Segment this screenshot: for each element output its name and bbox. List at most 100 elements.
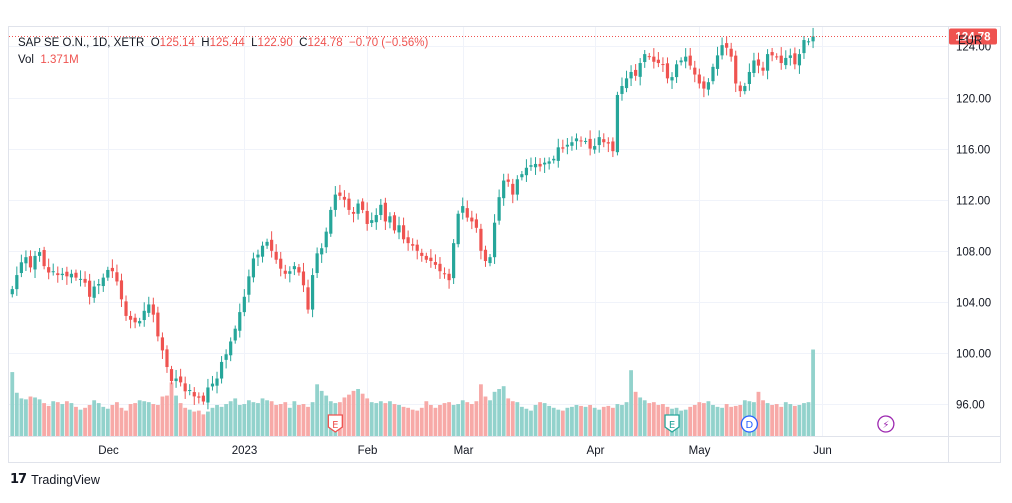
candle[interactable] bbox=[674, 60, 679, 83]
candle[interactable] bbox=[570, 136, 574, 151]
candle[interactable] bbox=[260, 241, 265, 263]
candle[interactable] bbox=[593, 138, 597, 154]
candle[interactable] bbox=[720, 37, 724, 60]
candle[interactable] bbox=[779, 47, 783, 70]
candle[interactable] bbox=[265, 238, 269, 249]
candle[interactable] bbox=[452, 239, 456, 285]
candle[interactable] bbox=[647, 52, 651, 60]
candle[interactable] bbox=[401, 217, 406, 244]
candle[interactable] bbox=[270, 231, 274, 258]
candle[interactable] bbox=[406, 230, 410, 251]
candle[interactable] bbox=[28, 250, 33, 273]
candle[interactable] bbox=[538, 158, 542, 172]
candle[interactable] bbox=[324, 227, 328, 254]
candle[interactable] bbox=[465, 200, 469, 222]
candle[interactable] bbox=[652, 48, 656, 69]
candle[interactable] bbox=[247, 269, 251, 303]
candle[interactable] bbox=[74, 269, 78, 281]
candle[interactable] bbox=[151, 297, 155, 323]
candle[interactable] bbox=[233, 325, 237, 344]
candle[interactable] bbox=[69, 269, 74, 284]
candle[interactable] bbox=[502, 173, 506, 206]
candle[interactable] bbox=[479, 223, 483, 260]
candle[interactable] bbox=[775, 53, 779, 60]
candle[interactable] bbox=[715, 46, 720, 76]
candle[interactable] bbox=[188, 384, 192, 396]
candle[interactable] bbox=[288, 266, 292, 283]
candle[interactable] bbox=[274, 244, 278, 264]
candle[interactable] bbox=[197, 392, 201, 404]
candle[interactable] bbox=[320, 243, 324, 263]
candle[interactable] bbox=[583, 137, 588, 145]
candle[interactable] bbox=[242, 289, 246, 317]
candle[interactable] bbox=[206, 378, 210, 410]
candle[interactable] bbox=[347, 192, 351, 215]
candle[interactable] bbox=[788, 48, 792, 66]
dividend-event-marker[interactable]: D bbox=[740, 415, 759, 433]
candle[interactable] bbox=[229, 337, 233, 362]
candle[interactable] bbox=[679, 57, 683, 66]
earnings-event-marker[interactable]: E bbox=[327, 414, 343, 433]
candle[interactable] bbox=[251, 252, 256, 283]
candle[interactable] bbox=[747, 63, 751, 91]
candle[interactable] bbox=[124, 295, 128, 321]
candle[interactable] bbox=[388, 212, 392, 229]
candle[interactable] bbox=[624, 70, 629, 93]
candle[interactable] bbox=[611, 137, 615, 158]
candle[interactable] bbox=[761, 61, 765, 76]
candle[interactable] bbox=[101, 273, 105, 292]
candle[interactable] bbox=[556, 138, 560, 168]
candle[interactable] bbox=[520, 170, 524, 181]
candle[interactable] bbox=[738, 81, 742, 98]
candle[interactable] bbox=[379, 198, 383, 221]
candle[interactable] bbox=[88, 273, 92, 305]
candle[interactable] bbox=[506, 173, 510, 187]
candle[interactable] bbox=[497, 189, 501, 225]
candle[interactable] bbox=[547, 157, 551, 170]
candle[interactable] bbox=[634, 64, 638, 81]
candle[interactable] bbox=[811, 27, 815, 49]
candle[interactable] bbox=[638, 58, 642, 86]
candle[interactable] bbox=[256, 249, 260, 266]
candle[interactable] bbox=[429, 249, 433, 268]
candle[interactable] bbox=[160, 332, 165, 359]
candle[interactable] bbox=[147, 296, 151, 317]
candle[interactable] bbox=[461, 197, 465, 220]
candle[interactable] bbox=[356, 199, 360, 220]
candle[interactable] bbox=[574, 133, 579, 150]
candle[interactable] bbox=[169, 365, 174, 385]
candle[interactable] bbox=[474, 213, 478, 233]
candle[interactable] bbox=[238, 303, 242, 338]
candle[interactable] bbox=[65, 266, 69, 285]
candle[interactable] bbox=[756, 52, 761, 74]
candle[interactable] bbox=[597, 130, 601, 153]
candle[interactable] bbox=[33, 250, 37, 279]
candle[interactable] bbox=[342, 190, 347, 208]
candle[interactable] bbox=[543, 157, 547, 174]
candle[interactable] bbox=[643, 50, 647, 68]
candle[interactable] bbox=[529, 157, 533, 171]
candle[interactable] bbox=[306, 279, 310, 314]
candle[interactable] bbox=[665, 57, 670, 84]
candle[interactable] bbox=[615, 91, 620, 156]
candle[interactable] bbox=[629, 65, 633, 87]
candle[interactable] bbox=[483, 245, 488, 267]
candle[interactable] bbox=[78, 270, 83, 287]
candle[interactable] bbox=[365, 202, 369, 231]
candle[interactable] bbox=[588, 130, 592, 156]
candle[interactable] bbox=[15, 266, 19, 296]
candle[interactable] bbox=[106, 266, 110, 281]
candle[interactable] bbox=[156, 306, 160, 342]
candle[interactable] bbox=[210, 375, 215, 391]
candle[interactable] bbox=[374, 208, 378, 230]
candle[interactable] bbox=[174, 369, 178, 388]
earnings-event-marker[interactable]: E bbox=[664, 414, 680, 433]
candle[interactable] bbox=[392, 212, 397, 234]
candle[interactable] bbox=[279, 251, 283, 277]
candle[interactable] bbox=[310, 268, 315, 318]
candle[interactable] bbox=[806, 38, 811, 46]
candle[interactable] bbox=[92, 280, 96, 303]
candle[interactable] bbox=[338, 184, 342, 200]
candle[interactable] bbox=[579, 136, 583, 147]
